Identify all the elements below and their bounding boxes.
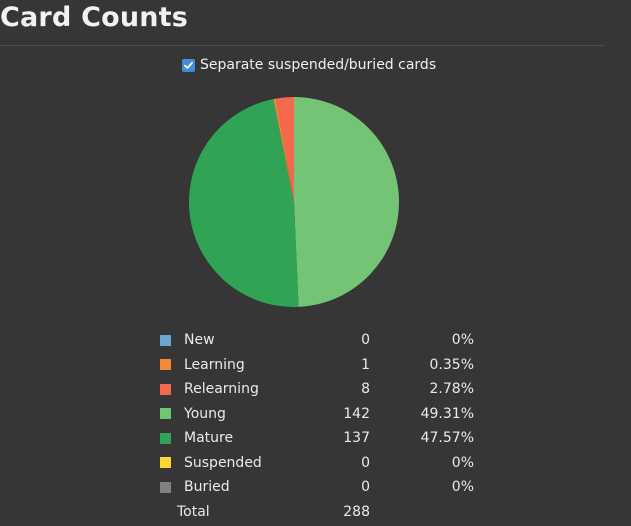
separate-suspended-label: Separate suspended/buried cards <box>200 57 437 73</box>
legend-label-new: New <box>184 332 215 349</box>
legend-total-label: Total <box>177 503 210 520</box>
legend-count-new: 0 <box>361 332 370 349</box>
legend-percent-young: 49.31% <box>420 405 474 422</box>
pie-slice-relearning <box>275 97 294 202</box>
legend-label-young: Young <box>184 405 226 422</box>
legend-row-relearning: Relearning 8 2.78% <box>155 377 474 402</box>
pie-slice-learning <box>273 98 294 202</box>
title-divider <box>0 45 605 46</box>
card-counts-legend: New 0 0% Learning 1 0.35% Relearning 8 2… <box>155 328 474 524</box>
legend-count-mature: 137 <box>343 430 370 447</box>
legend-swatch-relearning <box>160 383 171 395</box>
legend-percent-new: 0% <box>451 332 474 349</box>
pie-slice-young <box>294 97 399 307</box>
legend-label-learning: Learning <box>184 356 245 373</box>
legend-swatch-mature <box>160 432 171 444</box>
separate-suspended-option[interactable]: Separate suspended/buried cards <box>182 57 436 73</box>
legend-label-relearning: Relearning <box>184 381 259 398</box>
legend-row-total: Total 288 <box>155 500 474 525</box>
legend-percent-buried: 0% <box>451 479 474 496</box>
legend-label-suspended: Suspended <box>184 454 262 471</box>
legend-label-buried: Buried <box>184 479 230 496</box>
card-counts-pie-chart <box>188 97 399 307</box>
legend-swatch-learning <box>160 359 171 371</box>
legend-row-young: Young 142 49.31% <box>155 402 474 427</box>
pie-slice-mature <box>188 99 299 307</box>
legend-count-young: 142 <box>343 405 370 422</box>
legend-swatch-new <box>160 334 171 346</box>
legend-label-mature: Mature <box>184 430 234 447</box>
legend-count-relearning: 8 <box>361 381 370 398</box>
legend-row-new: New 0 0% <box>155 328 474 353</box>
legend-swatch-buried <box>160 481 171 493</box>
separate-suspended-checkbox[interactable] <box>182 58 195 72</box>
legend-count-suspended: 0 <box>361 454 370 471</box>
legend-row-buried: Buried 0 0% <box>155 475 474 500</box>
legend-row-suspended: Suspended 0 0% <box>155 451 474 476</box>
page-title: Card Counts <box>0 2 189 33</box>
legend-count-buried: 0 <box>361 479 370 496</box>
legend-swatch-young <box>160 408 171 420</box>
legend-swatch-suspended <box>160 457 171 469</box>
legend-row-mature: Mature 137 47.57% <box>155 426 474 451</box>
legend-percent-relearning: 2.78% <box>429 381 474 398</box>
legend-row-learning: Learning 1 0.35% <box>155 353 474 378</box>
legend-total-count: 288 <box>343 503 370 520</box>
legend-percent-learning: 0.35% <box>429 356 474 373</box>
checkmark-icon <box>184 61 193 69</box>
legend-count-learning: 1 <box>361 356 370 373</box>
legend-percent-mature: 47.57% <box>420 430 474 447</box>
legend-percent-suspended: 0% <box>451 454 474 471</box>
